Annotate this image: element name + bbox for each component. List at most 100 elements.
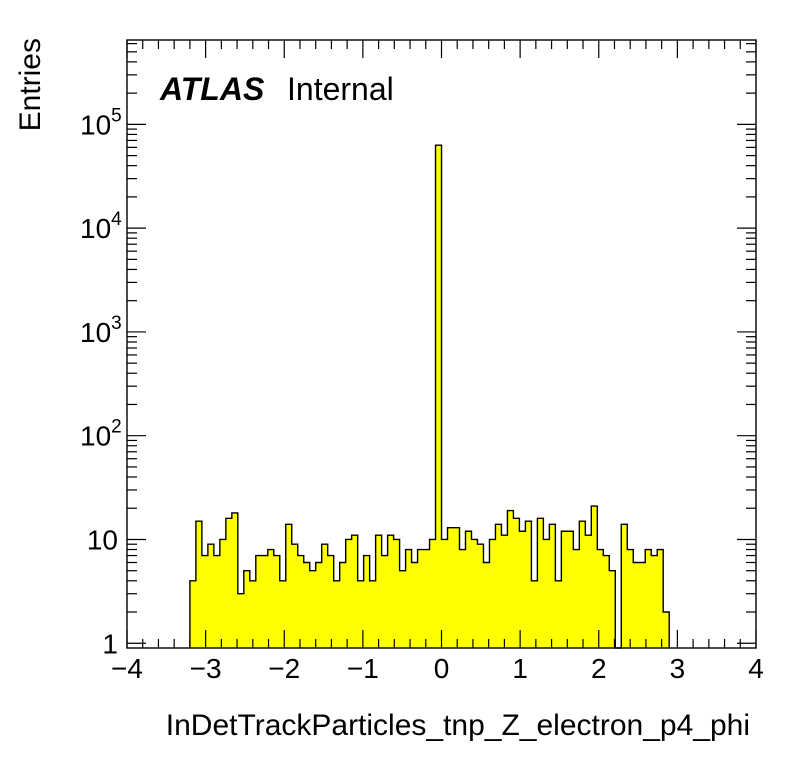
histogram-bar	[639, 562, 646, 648]
histogram-bar	[453, 527, 460, 648]
histogram-bar	[657, 549, 664, 648]
histogram-bar	[333, 580, 340, 648]
histogram-bar	[423, 549, 430, 648]
histogram-bar	[207, 544, 215, 648]
histogram-bar	[291, 544, 299, 648]
x-tick-label: 2	[591, 653, 607, 684]
histogram-bar	[525, 521, 532, 648]
histogram-bar	[321, 544, 328, 648]
histogram-bar	[477, 544, 484, 648]
histogram-bar	[267, 549, 275, 648]
histogram-bar	[555, 580, 562, 648]
histogram-bar	[465, 531, 472, 648]
internal-label: Internal	[287, 71, 394, 107]
histogram-bar	[405, 549, 412, 648]
histogram-bar	[627, 549, 634, 648]
histogram-bar	[387, 535, 394, 648]
histogram-bar	[645, 549, 652, 648]
y-tick-labels: 1 10 102 103 104 105	[80, 105, 122, 659]
x-tick-label: −2	[268, 653, 300, 684]
y-tick-label: 104	[80, 209, 122, 244]
histogram-bar	[519, 531, 526, 648]
axis-ticks	[126, 40, 757, 648]
histogram-bar	[375, 535, 382, 648]
histogram-bar	[363, 555, 370, 648]
histogram-bar	[285, 524, 293, 648]
x-tick-label: 1	[512, 653, 528, 684]
histogram-bar	[441, 539, 448, 648]
y-axis-label: Entries	[14, 38, 47, 131]
histogram-bar	[255, 555, 263, 648]
x-tick-label: 0	[434, 653, 450, 684]
histogram-bar	[345, 539, 352, 648]
histogram-bar	[489, 539, 496, 648]
histogram-bar	[633, 562, 640, 648]
histogram-outline	[189, 144, 670, 649]
histogram-bar	[483, 562, 490, 648]
histogram-bar	[603, 555, 610, 648]
histogram-bar	[501, 535, 508, 648]
x-tick-label: 4	[748, 653, 764, 684]
histogram-bar	[231, 512, 239, 648]
x-tick-labels: −4 −3 −2 −1 0 1 2 3 4	[111, 653, 764, 684]
histogram-bar	[261, 555, 269, 648]
atlas-label: ATLAS	[159, 71, 265, 107]
histogram-bar	[609, 570, 616, 648]
histogram-bar	[411, 562, 418, 648]
histogram-bar	[327, 555, 334, 648]
histogram-bar	[201, 555, 209, 648]
histogram-bar	[399, 570, 406, 648]
histogram-bar	[213, 555, 221, 648]
histogram-bar	[579, 521, 586, 648]
histogram-bar	[597, 549, 604, 648]
histogram-bar	[507, 510, 514, 648]
histogram-bar	[435, 145, 442, 649]
histogram-bar	[651, 555, 658, 648]
histogram-bar	[195, 521, 203, 648]
histogram-bar	[339, 562, 346, 648]
histogram-bar	[189, 580, 197, 648]
x-axis-label: InDetTrackParticles_tnp_Z_electron_p4_ph…	[166, 709, 750, 742]
histogram-bar	[513, 518, 520, 648]
histogram-bar	[225, 518, 233, 648]
y-tick-label: 103	[80, 313, 122, 348]
histogram-bar	[471, 539, 478, 648]
y-tick-label: 102	[80, 417, 122, 452]
x-tick-label: −4	[111, 653, 143, 684]
y-tick-label: 1	[102, 628, 118, 659]
histogram-bar	[585, 535, 592, 648]
histogram-bar	[549, 524, 556, 648]
y-tick-label: 105	[80, 105, 122, 140]
histogram-bar	[531, 580, 538, 648]
histogram-bar	[237, 593, 245, 648]
histogram-bar	[567, 531, 574, 648]
histogram-bar	[393, 539, 400, 648]
histogram-bar	[357, 580, 364, 648]
histogram-bar	[315, 562, 323, 648]
histogram-bar	[537, 518, 544, 648]
histogram-bar	[417, 549, 424, 648]
histogram-bar	[243, 570, 251, 648]
histogram-bar	[459, 549, 466, 648]
x-tick-label: −1	[347, 653, 379, 684]
histogram-bar	[447, 527, 454, 648]
histogram-bars	[189, 145, 670, 649]
x-tick-label: −3	[190, 653, 222, 684]
histogram-bar	[573, 549, 580, 648]
histogram-bar	[351, 535, 358, 648]
x-tick-label: 3	[670, 653, 686, 684]
histogram-bar	[591, 506, 598, 648]
histogram-bar	[663, 612, 670, 648]
histogram-bar	[273, 555, 281, 648]
histogram-bar	[369, 580, 376, 648]
histogram-bar	[621, 524, 628, 648]
histogram-bar	[543, 539, 550, 648]
histogram-bar	[309, 570, 317, 648]
y-tick-label: 10	[87, 524, 118, 555]
histogram-bar	[249, 580, 257, 648]
histogram-bar	[279, 580, 287, 648]
histogram-bar	[219, 539, 227, 648]
histogram-bar	[297, 555, 305, 648]
histogram-bar	[381, 555, 388, 648]
